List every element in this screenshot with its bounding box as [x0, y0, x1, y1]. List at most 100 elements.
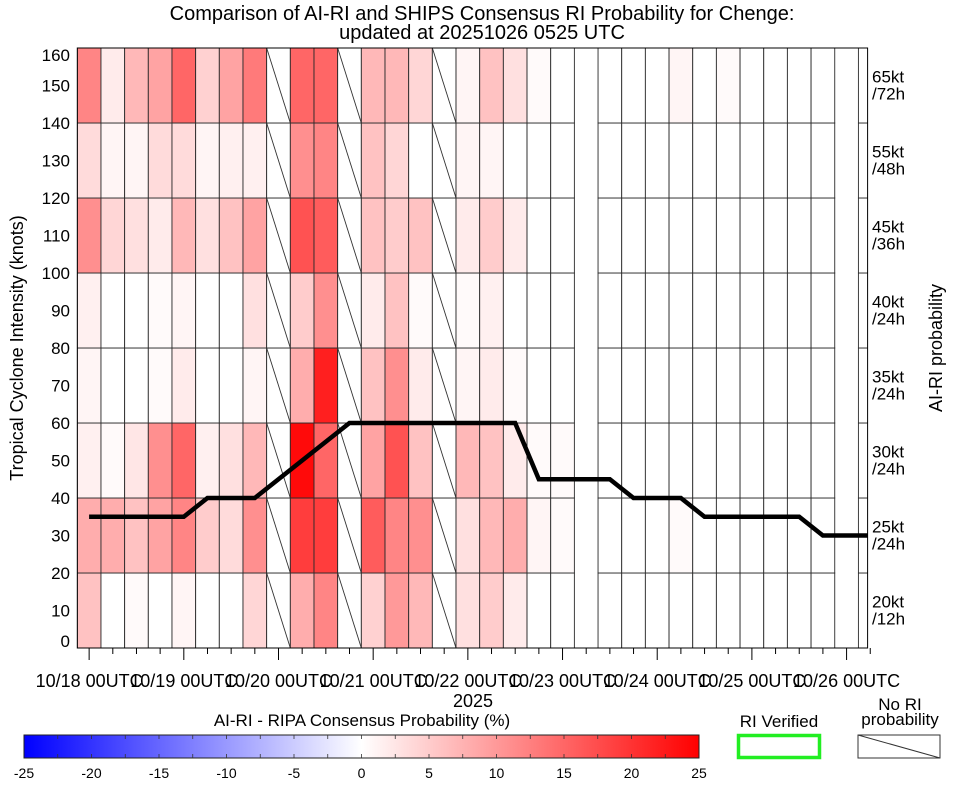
- plot-frame: [76, 47, 869, 649]
- heatmap-cell: [218, 197, 244, 274]
- no-ri-hatch: [431, 48, 457, 124]
- heatmap-cell: [692, 48, 717, 124]
- heatmap-cell: [100, 48, 126, 124]
- heatmap-cell: [100, 422, 126, 499]
- heatmap-cell: [384, 497, 410, 574]
- ri-threshold-label: 35kt: [872, 368, 904, 387]
- y-tick-label: 10: [51, 602, 70, 621]
- ri-threshold-label: 40kt: [872, 293, 904, 312]
- heatmap-cell: [124, 497, 149, 574]
- heatmap-cell: [242, 497, 268, 574]
- heatmap-cell: [242, 197, 268, 274]
- heatmap-cell: [502, 48, 528, 124]
- heatmap-cell: [597, 272, 623, 349]
- heatmap-cell: [786, 272, 812, 349]
- heatmap-cell: [77, 572, 102, 648]
- heatmap-cell: [195, 572, 220, 648]
- heatmap-cell: [408, 422, 433, 499]
- heatmap-cell: [479, 347, 504, 424]
- heatmap-cell: [289, 122, 315, 199]
- heatmap-cell: [100, 497, 126, 574]
- heatmap-cell: [195, 272, 220, 349]
- heatmap-cell: [147, 347, 173, 424]
- heatmap-cell: [644, 422, 670, 499]
- heatmap-cell: [242, 48, 268, 124]
- heatmap-cell: [242, 347, 268, 424]
- heatmap-cell: [479, 48, 504, 124]
- heatmap-cell: [479, 272, 504, 349]
- heatmap-cell: [384, 572, 410, 648]
- heatmap-cell: [171, 422, 197, 499]
- heatmap-cell: [644, 272, 670, 349]
- heatmap-cell: [857, 272, 868, 349]
- heatmap-cell: [502, 122, 528, 199]
- heatmap-cell: [455, 122, 481, 199]
- y-axis-label: Tropical Cyclone Intensity (knots): [7, 215, 27, 480]
- heatmap-cell: [786, 122, 812, 199]
- heatmap-cell: [77, 122, 102, 199]
- heatmap-cell: [692, 197, 717, 274]
- heatmap-cell: [100, 572, 126, 648]
- heatmap-cell: [147, 122, 173, 199]
- heatmap-cell: [195, 197, 220, 274]
- heatmap-cell: [621, 197, 646, 274]
- no-ri-hatch: [431, 347, 457, 424]
- heatmap-cell: [644, 572, 670, 648]
- no-ri-hatch: [337, 48, 362, 124]
- heatmap-cell: [313, 122, 339, 199]
- heatmap-cell: [313, 497, 339, 574]
- heatmap-cell: [147, 572, 173, 648]
- heatmap-cell: [692, 572, 717, 648]
- colorbar-tick-label: 20: [624, 765, 640, 781]
- heatmap-cell: [195, 422, 220, 499]
- heatmap-cell: [715, 48, 741, 124]
- heatmap-cell: [289, 272, 315, 349]
- heatmap-cell: [408, 122, 433, 199]
- heatmap-cell: [526, 272, 552, 349]
- heatmap-cell: [644, 197, 670, 274]
- heatmap-cell: [218, 122, 244, 199]
- legend-no-ri-hatch: [857, 734, 941, 759]
- no-ri-hatch: [337, 122, 362, 199]
- no-ri-hatch: [431, 572, 457, 648]
- y-tick-label: 20: [51, 564, 70, 583]
- colorbar-tick-label: 5: [425, 765, 433, 781]
- heatmap-cell: [384, 347, 410, 424]
- legend-ri-verified-label: RI Verified: [740, 712, 818, 731]
- heatmap-cell: [668, 497, 694, 574]
- heatmap-cell: [810, 572, 836, 648]
- heatmap-cell: [360, 197, 386, 274]
- heatmap-cell: [100, 122, 126, 199]
- heatmap-cell: [692, 272, 717, 349]
- heatmap-cell: [597, 347, 623, 424]
- no-ri-hatch: [337, 572, 362, 648]
- heatmap-cell: [763, 122, 788, 199]
- heatmap-cell: [455, 272, 481, 349]
- legend-no-ri-label-line-1: No RI: [878, 695, 921, 714]
- y-tick-label: 130: [42, 152, 70, 171]
- colorbar-title: AI-RI - RIPA Consensus Probability (%): [214, 711, 510, 730]
- heatmap-cell: [763, 272, 788, 349]
- heatmap-cell: [242, 422, 268, 499]
- ri-threshold-label: /24h: [872, 460, 905, 479]
- heatmap-cell: [313, 572, 339, 648]
- heatmap-cell: [502, 347, 528, 424]
- heatmap-cell: [526, 122, 552, 199]
- heatmap-cell: [715, 197, 741, 274]
- ri-threshold-label: 65kt: [872, 68, 904, 87]
- right-axis-label: AI-RI probability: [926, 284, 946, 412]
- x-axis-year-label: 2025: [453, 691, 493, 711]
- heatmap-cell: [526, 347, 552, 424]
- heatmap-cell: [550, 272, 575, 349]
- heatmap-cell: [644, 347, 670, 424]
- heatmap-cell: [171, 48, 197, 124]
- no-ri-hatch: [431, 272, 457, 349]
- y-tick-label: 50: [51, 452, 70, 471]
- heatmap-cell: [408, 572, 433, 648]
- ri-threshold-label: /24h: [872, 310, 905, 329]
- heatmap-cell: [313, 272, 339, 349]
- heatmap-cell: [621, 347, 646, 424]
- colorbar-tick-label: 25: [691, 765, 707, 781]
- ri-threshold-label: 30kt: [872, 443, 904, 462]
- heatmap-cell: [218, 48, 244, 124]
